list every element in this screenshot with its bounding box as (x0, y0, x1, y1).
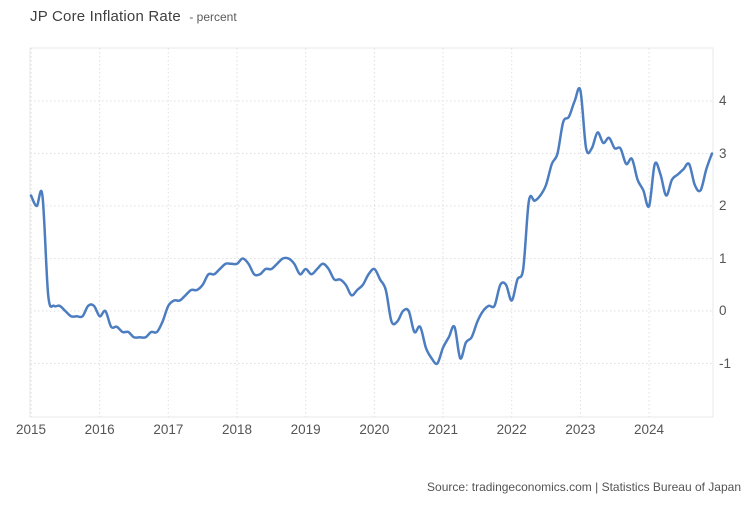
x-axis-label: 2015 (15, 422, 47, 437)
x-axis-label: 2024 (634, 422, 665, 437)
y-axis-label: 2 (719, 198, 727, 213)
plot-frame (29, 47, 714, 418)
y-axis-label: 1 (719, 250, 727, 266)
x-axis-label: 2019 (290, 422, 321, 437)
x-axis-label: 2022 (496, 422, 527, 437)
y-axis-label: 3 (719, 145, 727, 161)
x-axis-label: 2017 (153, 422, 184, 437)
y-axis-label: 0 (719, 303, 727, 318)
chart-subtitle: - percent (189, 10, 237, 24)
y-axis-label: -1 (719, 355, 732, 371)
x-axis-label: 2023 (565, 422, 596, 437)
chart-header: JP Core Inflation Rate - percent (30, 8, 237, 26)
x-axis-label: 2018 (221, 422, 253, 437)
series-line (29, 86, 714, 366)
source-note: Source: tradingeconomics.com | Statistic… (427, 480, 741, 494)
x-axis-label: 2020 (359, 422, 390, 437)
chart-title: JP Core Inflation Rate (30, 8, 181, 25)
x-axis-label: 2021 (428, 422, 459, 437)
x-axis-label: 2016 (84, 422, 115, 437)
y-axis-label: 4 (719, 93, 727, 108)
